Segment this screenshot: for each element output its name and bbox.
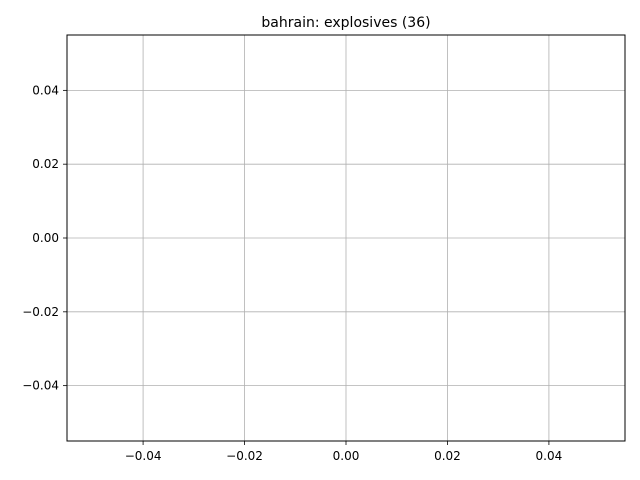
grid bbox=[67, 35, 625, 441]
y-tick-label: 0.04 bbox=[32, 83, 59, 97]
x-axis: −0.04 −0.02 0.00 0.02 0.04 bbox=[125, 441, 563, 463]
y-tick-label: 0.00 bbox=[32, 231, 59, 245]
x-tick-label: 0.00 bbox=[333, 449, 360, 463]
y-axis: −0.04 −0.02 0.00 0.02 0.04 bbox=[22, 83, 67, 393]
y-tick-label: 0.02 bbox=[32, 157, 59, 171]
y-tick-label: −0.04 bbox=[22, 379, 59, 393]
x-tick-label: 0.04 bbox=[536, 449, 563, 463]
x-tick-label: −0.02 bbox=[226, 449, 263, 463]
y-tick-label: −0.02 bbox=[22, 305, 59, 319]
x-tick-label: 0.02 bbox=[434, 449, 461, 463]
chart-title: bahrain: explosives (36) bbox=[261, 15, 430, 31]
x-tick-label: −0.04 bbox=[125, 449, 162, 463]
